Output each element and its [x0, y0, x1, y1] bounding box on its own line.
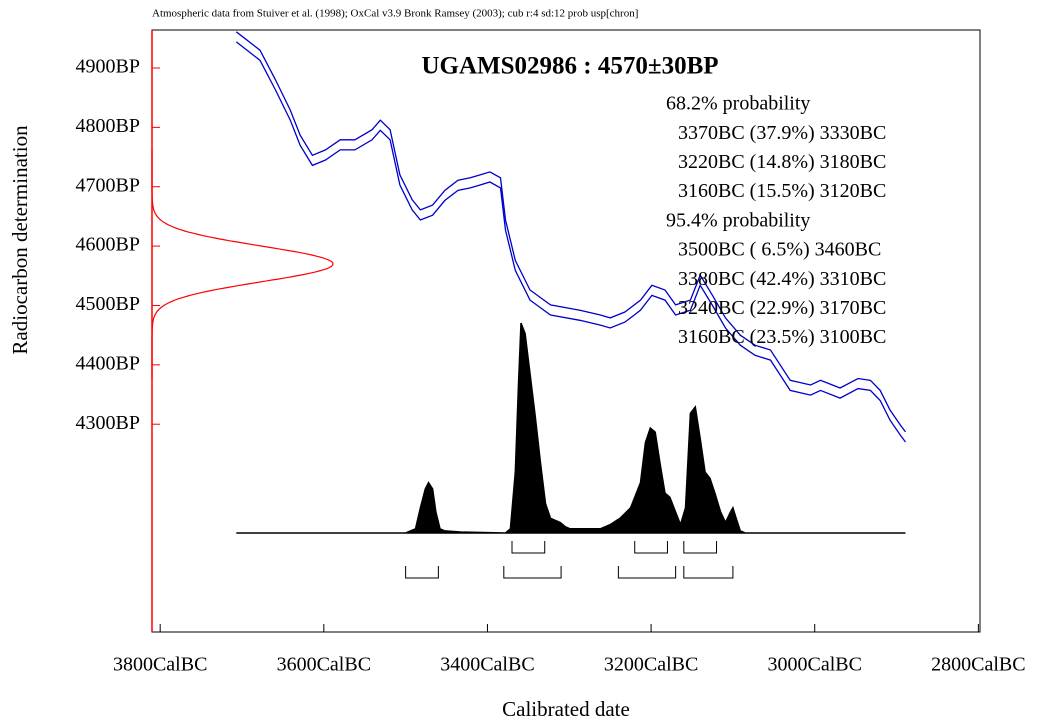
y-tick-label: 4600BP	[76, 234, 140, 256]
y-tick-label: 4300BP	[76, 412, 140, 434]
y-tick-label: 4700BP	[76, 174, 140, 196]
range-label: 3160BC (15.5%) 3120BC	[678, 180, 886, 202]
measurement-curve	[151, 148, 334, 380]
y-tick-label: 4400BP	[76, 352, 140, 374]
range-label: 3380BC (42.4%) 3310BC	[678, 268, 886, 290]
x-tick-label: 2800CalBC	[931, 654, 1025, 676]
range-bracket	[683, 566, 734, 579]
x-tick-label: 3600CalBC	[277, 654, 371, 676]
calibration-curve	[235, 41, 907, 443]
range-label: 3240BC (22.9%) 3170BC	[678, 297, 886, 319]
range-bracket	[634, 541, 668, 554]
y-tick-label: 4900BP	[76, 56, 140, 78]
range-label: 3220BC (14.8%) 3180BC	[678, 151, 886, 173]
range-label: 3370BC (37.9%) 3330BC	[678, 122, 886, 144]
range-label: 3500BC ( 6.5%) 3460BC	[678, 239, 881, 261]
y-tick-label: 4800BP	[76, 115, 140, 137]
y-axis-label: Radiocarbon determination	[8, 125, 32, 355]
range-bracket	[683, 541, 718, 554]
x-tick-label: 3400CalBC	[440, 654, 534, 676]
range-bracket	[503, 566, 562, 579]
range-heading: 68.2% probability	[666, 93, 810, 115]
x-axis-label: Calibrated date	[502, 697, 630, 721]
range-bracket	[511, 541, 546, 554]
x-tick-label: 3000CalBC	[768, 654, 862, 676]
y-tick-label: 4500BP	[76, 293, 140, 315]
probability-distribution	[236, 322, 906, 534]
x-tick-label: 3200CalBC	[604, 654, 698, 676]
range-bracket	[405, 566, 439, 579]
calibration-curve	[235, 31, 907, 433]
range-label: 3160BC (23.5%) 3100BC	[678, 326, 886, 348]
chart-title: UGAMS02986 : 4570±30BP	[421, 53, 718, 80]
range-bracket	[617, 566, 677, 579]
range-heading: 95.4% probability	[666, 209, 810, 231]
chart-note: Atmospheric data from Stuiver et al. (19…	[152, 8, 638, 20]
x-tick-label: 3800CalBC	[113, 654, 207, 676]
